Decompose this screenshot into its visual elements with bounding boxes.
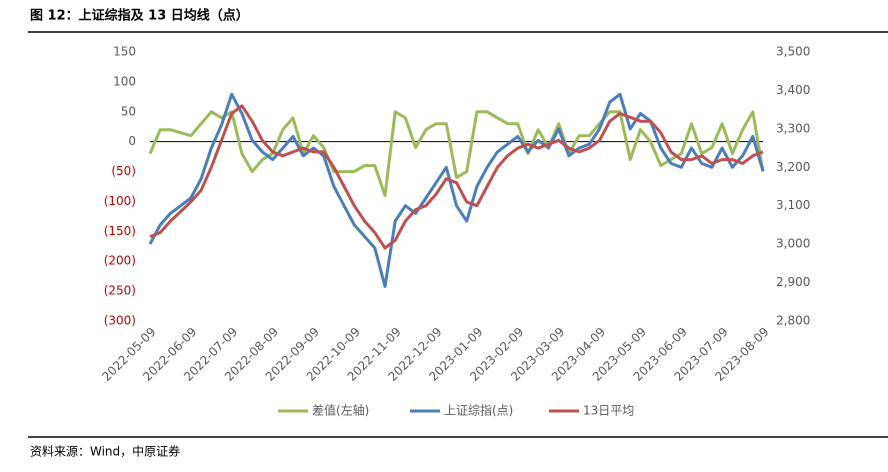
y-tick-label: 100 bbox=[113, 74, 136, 88]
legend-label: 13日平均 bbox=[583, 404, 634, 418]
y-tick-label: 50 bbox=[121, 104, 136, 118]
series-line bbox=[148, 110, 765, 197]
y2-tick-label: 3,300 bbox=[776, 121, 810, 135]
y-tick-label: (50) bbox=[111, 164, 136, 178]
y-tick-label: (300) bbox=[104, 314, 136, 328]
y2-tick-label: 3,100 bbox=[776, 198, 810, 212]
series-line bbox=[149, 104, 764, 250]
legend-label: 上证综指(点) bbox=[444, 403, 513, 418]
series-line bbox=[148, 92, 765, 288]
y2-tick-label: 3,400 bbox=[776, 83, 810, 97]
source: 资料来源：Wind，中原证券 bbox=[30, 444, 180, 459]
y-tick-label: (200) bbox=[104, 254, 136, 268]
y-tick-label: (100) bbox=[104, 194, 136, 208]
y-tick-label: (150) bbox=[104, 224, 136, 238]
y-tick-label: 150 bbox=[113, 45, 136, 59]
y2-tick-label: 2,800 bbox=[776, 314, 810, 328]
legend-label: 差值(左轴) bbox=[312, 403, 369, 418]
y-tick-label: (250) bbox=[104, 284, 136, 298]
y2-tick-label: 3,500 bbox=[776, 45, 810, 59]
y2-tick-label: 2,900 bbox=[776, 275, 810, 289]
y2-tick-label: 3,000 bbox=[776, 237, 810, 251]
chart-title: 图 12：上证综指及 13 日均线（点） bbox=[30, 8, 249, 24]
y-tick-label: 0 bbox=[128, 134, 136, 148]
y2-tick-label: 3,200 bbox=[776, 160, 810, 174]
